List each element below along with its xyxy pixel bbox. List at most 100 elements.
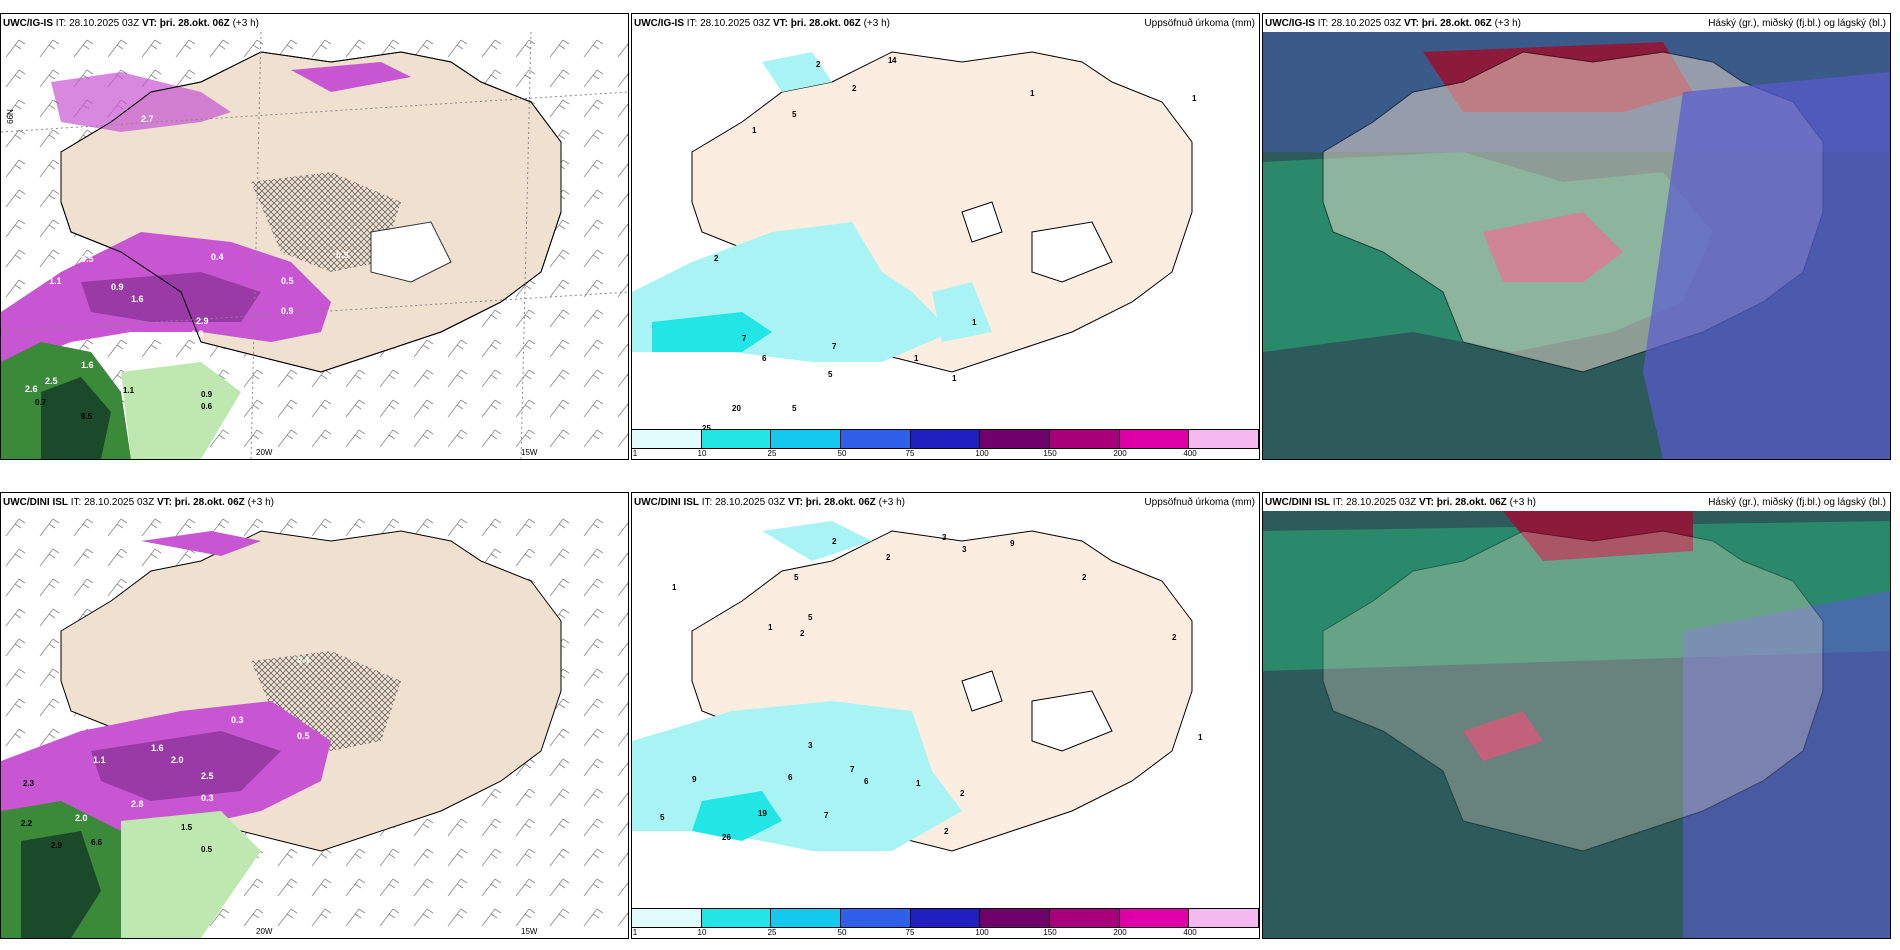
sleet-value: 0.3 bbox=[336, 250, 349, 260]
sleet-value: 0.5 bbox=[201, 845, 213, 854]
precip-value: 5 bbox=[660, 813, 665, 822]
precip-value: 1 bbox=[1198, 733, 1203, 742]
precip-value: 5 bbox=[792, 110, 797, 119]
lon-label: 15W bbox=[521, 927, 538, 936]
sleet-value: 2.7 bbox=[141, 114, 154, 124]
precip-value: 20 bbox=[732, 404, 741, 413]
sleet-value: 1.6 bbox=[131, 294, 144, 304]
precip-value: 6 bbox=[762, 354, 767, 363]
precip-map-panel-dini: UWC/DINI ISL IT: 28.10.2025 03Z VT: þri.… bbox=[631, 492, 1260, 939]
iceland-precip-map bbox=[632, 521, 1193, 852]
sleet-value: 0.6 bbox=[201, 402, 213, 411]
precip-value: 1 bbox=[1192, 94, 1197, 103]
sleet-value: 0.4 bbox=[29, 731, 42, 741]
sleet-value: 2.6 bbox=[25, 384, 38, 394]
sleet-map-panel-dini: UWC/DINI ISL IT: 28.10.2025 03Z VT: þri.… bbox=[0, 492, 629, 939]
lon-label: 20W bbox=[256, 448, 273, 457]
cloud-title: Háský (gr.), miðský (fj.bl.) og lágský (… bbox=[1708, 497, 1886, 508]
precip-value: 4 bbox=[892, 56, 897, 65]
precip-value: 2 bbox=[960, 789, 965, 798]
precip-value: 2 bbox=[852, 84, 857, 93]
sleet-value: 2.0 bbox=[171, 755, 184, 765]
precip-value: 2 bbox=[886, 553, 891, 562]
precip-value: 2 bbox=[816, 60, 821, 69]
lon-label: 20W bbox=[256, 927, 273, 936]
precip-value: 3 bbox=[942, 533, 947, 542]
precip-value: 1 bbox=[972, 318, 977, 327]
precip-value: 2 bbox=[944, 827, 949, 836]
precip-value: 5 bbox=[828, 370, 833, 379]
panel-title: UWC/IG-IS IT: 28.10.2025 03Z VT: þri. 28… bbox=[3, 18, 259, 29]
sleet-value: 1.5 bbox=[181, 823, 193, 832]
precip-value: 1 bbox=[888, 56, 893, 65]
precip-value: 1 bbox=[916, 779, 921, 788]
precip-title: Uppsöfnuð úrkoma (mm) bbox=[1144, 497, 1255, 508]
sleet-value: 0.4 bbox=[211, 252, 224, 262]
sleet-value: 0.5 bbox=[281, 276, 294, 286]
precip-value: 7 bbox=[850, 765, 855, 774]
precip-value: 5 bbox=[794, 573, 799, 582]
precip-value: 9 bbox=[1010, 539, 1015, 548]
sleet-value: 1.8 bbox=[31, 276, 44, 286]
iceland-sleet-map bbox=[1, 32, 628, 459]
precip-value: 1 bbox=[1030, 89, 1035, 98]
sleet-value: 1.1 bbox=[93, 755, 106, 765]
precip-value: 1 bbox=[952, 374, 957, 383]
precip-value: 2 bbox=[1172, 633, 1177, 642]
precip-value: 26 bbox=[722, 833, 731, 842]
panel-title: UWC/IG-IS IT: 28.10.2025 03Z VT: þri. 28… bbox=[1265, 18, 1521, 29]
sleet-value: 6.6 bbox=[91, 838, 103, 847]
sleet-value: 0.7 bbox=[35, 398, 47, 407]
precip-value: 5 bbox=[792, 404, 797, 413]
sleet-value: 2.8 bbox=[131, 799, 144, 809]
sleet-value: 0.5 bbox=[81, 254, 94, 264]
panel-title: UWC/DINI ISL IT: 28.10.2025 03Z VT: þri.… bbox=[3, 497, 274, 508]
panel-title: UWC/DINI ISL IT: 28.10.2025 03Z VT: þri.… bbox=[1265, 497, 1536, 508]
precip-value: 7 bbox=[824, 811, 829, 820]
precip-value: 1 bbox=[752, 126, 757, 135]
cloud-map-panel-dini: UWC/DINI ISL IT: 28.10.2025 03Z VT: þri.… bbox=[1262, 492, 1891, 939]
sleet-value: 2.5 bbox=[201, 771, 214, 781]
cloud-title: Háský (gr.), miðský (fj.bl.) og lágský (… bbox=[1708, 18, 1886, 29]
precip-value: 19 bbox=[758, 809, 767, 818]
sleet-value: 2.3 bbox=[23, 779, 35, 788]
precip-value: 1 bbox=[768, 623, 773, 632]
precip-colorbar bbox=[632, 908, 1259, 928]
precip-value: 3 bbox=[808, 741, 813, 750]
precip-title: Uppsöfnuð úrkoma (mm) bbox=[1144, 18, 1255, 29]
precip-value: 2 bbox=[714, 254, 719, 263]
precip-value: 25 bbox=[702, 424, 711, 433]
sleet-value: 1.6 bbox=[151, 743, 164, 753]
sleet-value: 0.9 bbox=[111, 282, 124, 292]
precip-value: 9 bbox=[692, 775, 697, 784]
iceland-cloud-map bbox=[1263, 511, 1890, 938]
precip-value: 7 bbox=[742, 334, 747, 343]
panel-title: UWC/IG-IS IT: 28.10.2025 03Z VT: þri. 28… bbox=[634, 18, 890, 29]
sleet-value: 2.2 bbox=[21, 819, 33, 828]
precip-colorbar bbox=[632, 429, 1259, 449]
sleet-map-panel-igis: UWC/IG-IS IT: 28.10.2025 03Z VT: þri. 28… bbox=[0, 13, 629, 460]
sleet-value: 2.9 bbox=[196, 316, 209, 326]
precip-value: 7 bbox=[832, 342, 837, 351]
sleet-value: 2.5 bbox=[45, 376, 58, 386]
sleet-value: 1.1 bbox=[123, 386, 135, 395]
sleet-value: 1.8 bbox=[191, 329, 204, 339]
sleet-value: 9.5 bbox=[81, 412, 93, 421]
sleet-value: 0.9 bbox=[201, 390, 213, 399]
precip-value: 5 bbox=[808, 613, 813, 622]
precip-map-panel-igis: UWC/IG-IS IT: 28.10.2025 03Z VT: þri. 28… bbox=[631, 13, 1260, 460]
sleet-value: 1.6 bbox=[81, 360, 94, 370]
precip-value: 2 bbox=[832, 537, 837, 546]
precip-value: 2 bbox=[1082, 573, 1087, 582]
sleet-value: 0.3 bbox=[231, 715, 244, 725]
lon-label: 15W bbox=[521, 448, 538, 457]
sleet-value: 0.3 bbox=[201, 793, 214, 803]
precip-value: 1 bbox=[914, 354, 919, 363]
sleet-value: 1.4 bbox=[193, 342, 206, 352]
sleet-value: 1.1 bbox=[49, 276, 62, 286]
precip-value: 6 bbox=[788, 773, 793, 782]
precip-value: 1 bbox=[672, 583, 677, 592]
iceland-cloud-map bbox=[1263, 32, 1890, 459]
precip-value: 6 bbox=[864, 777, 869, 786]
iceland-sleet-map bbox=[1, 511, 628, 938]
